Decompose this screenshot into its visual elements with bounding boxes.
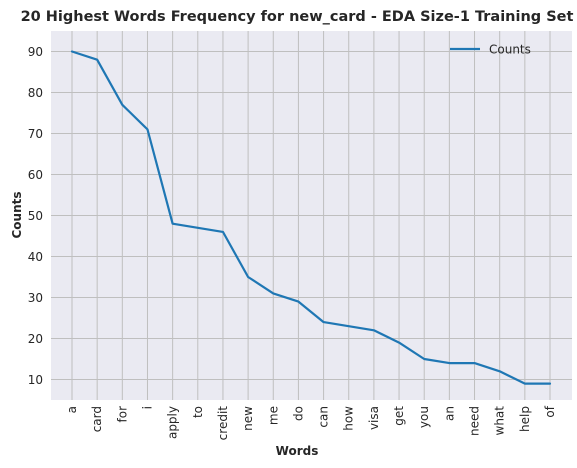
x-tick-label: of bbox=[543, 405, 557, 417]
x-tick-label: card bbox=[90, 406, 104, 432]
x-tick-label: do bbox=[291, 406, 305, 421]
y-tick-label: 70 bbox=[28, 127, 43, 141]
x-tick-label: new bbox=[241, 406, 255, 431]
y-tick-label: 50 bbox=[28, 209, 43, 223]
y-axis-ticks: 10 20 30 40 50 60 70 80 90 bbox=[28, 45, 43, 387]
y-tick-label: 80 bbox=[28, 86, 43, 100]
x-tick-label: credit bbox=[216, 406, 230, 441]
x-tick-label: i bbox=[140, 406, 154, 409]
x-tick-label: visa bbox=[367, 406, 381, 430]
x-tick-label: me bbox=[266, 406, 280, 425]
legend: Counts bbox=[450, 43, 531, 57]
x-tick-label: get bbox=[392, 406, 406, 426]
y-tick-label: 60 bbox=[28, 168, 43, 182]
legend-label-counts: Counts bbox=[489, 43, 531, 57]
x-tick-label: for bbox=[115, 406, 129, 423]
x-tick-label: need bbox=[468, 406, 482, 436]
x-axis-ticks: a card for i apply to credit new me do can how visa g… bbox=[65, 405, 557, 440]
grid bbox=[51, 31, 572, 400]
y-tick-label: 20 bbox=[28, 332, 43, 346]
y-tick-label: 30 bbox=[28, 291, 43, 305]
x-axis-label: Words bbox=[276, 444, 319, 458]
x-tick-label: you bbox=[417, 406, 431, 428]
chart-title: 20 Highest Words Frequency for new_card … bbox=[21, 9, 574, 25]
y-axis-label: Counts bbox=[10, 191, 24, 238]
x-tick-label: an bbox=[442, 406, 456, 421]
x-tick-label: how bbox=[342, 406, 356, 431]
y-tick-label: 40 bbox=[28, 250, 43, 264]
x-tick-label: can bbox=[317, 406, 331, 428]
x-tick-label: apply bbox=[166, 406, 180, 439]
y-tick-label: 90 bbox=[28, 45, 43, 59]
series-line-counts bbox=[70, 50, 552, 385]
x-tick-label: a bbox=[65, 406, 79, 413]
x-tick-label: help bbox=[518, 406, 532, 432]
x-tick-label: to bbox=[191, 406, 205, 418]
y-tick-label: 10 bbox=[28, 373, 43, 387]
x-tick-label: what bbox=[493, 406, 507, 436]
